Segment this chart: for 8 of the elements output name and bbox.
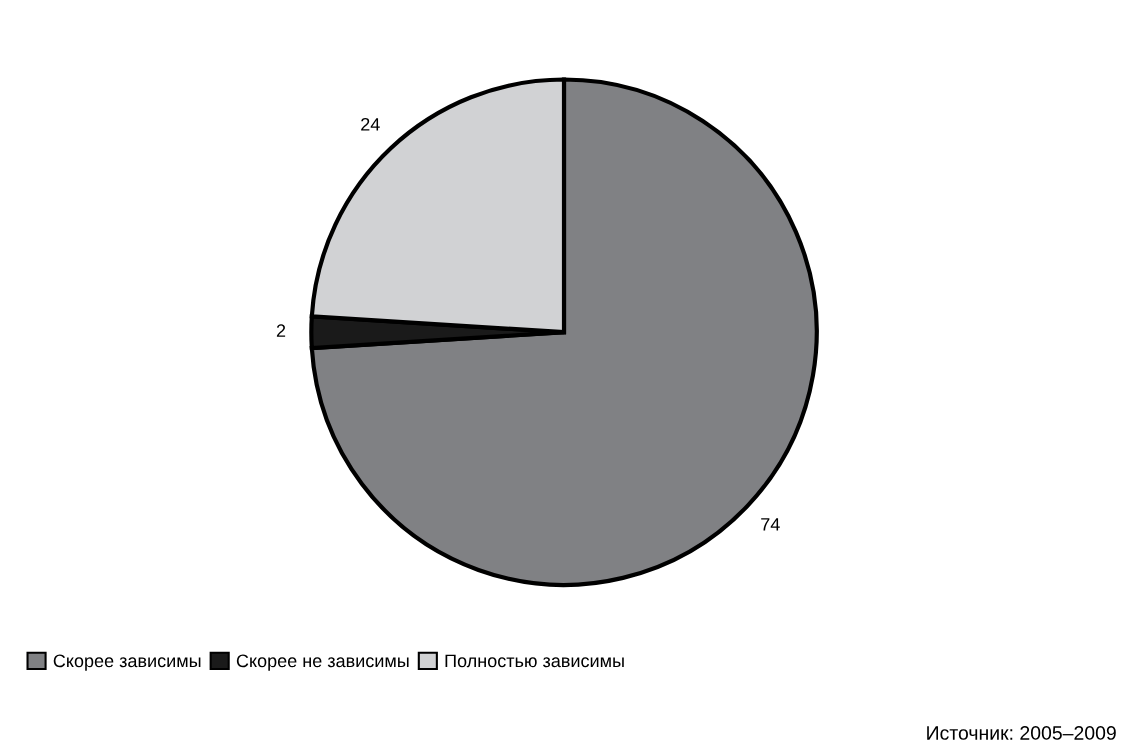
text: Источник: 2005–2009 bbox=[927, 726, 1116, 740]
data-label: 24 bbox=[361, 117, 380, 131]
data-label: 74 bbox=[761, 518, 780, 531]
legend-label: Скорее не зависимы bbox=[236, 654, 409, 671]
data-label: 2 bbox=[276, 324, 286, 337]
legend-label: Полностью зависимы bbox=[445, 654, 624, 668]
pie-slice bbox=[309, 77, 819, 587]
legend-label: Скорее зависимы bbox=[53, 654, 201, 671]
